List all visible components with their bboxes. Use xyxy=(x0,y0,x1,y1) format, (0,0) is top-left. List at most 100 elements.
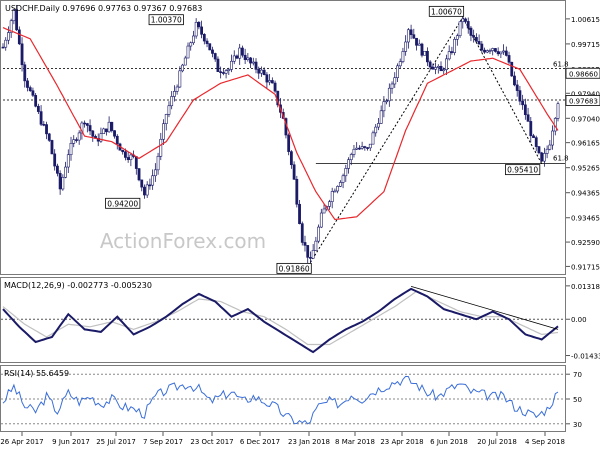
candle-body xyxy=(265,74,269,83)
fib-label: 61.8 xyxy=(553,155,569,163)
x-tick-label: 23 Apr 2018 xyxy=(380,438,423,446)
candle-body xyxy=(238,47,242,59)
candle-body xyxy=(502,50,505,53)
candle-body xyxy=(551,130,554,146)
candle-body xyxy=(504,50,508,56)
candle-body xyxy=(254,61,258,70)
candle-body xyxy=(148,184,152,187)
candle-body xyxy=(69,143,73,156)
rsi-axis-ticks: 70 50 30 xyxy=(1,371,582,429)
candle-body xyxy=(385,100,389,103)
candle-body xyxy=(431,66,435,70)
y-tick-label: 0.94365 xyxy=(571,190,600,198)
candle-body xyxy=(409,29,413,35)
candle-body xyxy=(205,40,209,44)
candle-body xyxy=(235,55,239,59)
candle-body xyxy=(45,124,48,135)
candle-body xyxy=(1,46,5,49)
x-tick-label: 9 Jun 2017 xyxy=(52,438,90,446)
candle-body xyxy=(26,80,29,88)
trendline-up xyxy=(310,17,464,263)
candle-body xyxy=(34,95,38,107)
macd-title: MACD(12,26,9) -0.002773 -0.005230 xyxy=(4,281,152,290)
candle-body xyxy=(216,58,220,72)
candle-body xyxy=(314,240,318,251)
candle-body xyxy=(349,154,353,161)
candle-body xyxy=(556,103,560,119)
candle-body xyxy=(532,135,535,138)
candle-body xyxy=(39,111,43,125)
candle-body xyxy=(36,105,40,112)
candle-body xyxy=(186,45,190,59)
candle-body xyxy=(159,138,163,157)
candle-body xyxy=(31,90,35,96)
candle-body xyxy=(202,34,206,42)
y-tick-label: 0.97940 xyxy=(571,90,600,98)
candle-body xyxy=(455,35,459,40)
candle-body xyxy=(42,124,46,126)
swing-label-low-3: 0.95410 xyxy=(507,166,538,175)
candle-body xyxy=(420,43,424,56)
candle-body xyxy=(172,91,176,97)
macd-tick-label: 0.013184 xyxy=(571,283,600,291)
candle-body xyxy=(121,149,125,153)
candle-body xyxy=(485,50,489,53)
candle-body xyxy=(113,130,116,137)
candle-body xyxy=(175,86,179,92)
candle-body xyxy=(83,122,87,125)
candle-body xyxy=(344,168,348,177)
x-axis: 26 Apr 2017 9 Jun 2017 25 Jul 2017 7 Sep 20… xyxy=(0,432,565,446)
candle-body xyxy=(469,27,473,36)
candle-body xyxy=(442,69,446,72)
x-tick-label: 6 Dec 2017 xyxy=(240,438,280,446)
candle-body xyxy=(423,50,427,56)
candle-body xyxy=(251,61,255,64)
candle-body xyxy=(317,226,320,242)
candle-body xyxy=(537,146,541,154)
candle-body xyxy=(458,21,462,37)
candle-body xyxy=(390,83,394,89)
candle-body xyxy=(382,101,386,112)
candle-body xyxy=(23,64,27,82)
candle-body xyxy=(333,190,337,193)
candle-body xyxy=(355,147,359,150)
candle-body xyxy=(110,121,114,131)
candle-body xyxy=(360,146,364,149)
price-chart-title: USDCHF.Daily 0.97696 0.97763 0.97367 0.9… xyxy=(5,4,202,13)
candle-body xyxy=(415,37,418,46)
x-tick-label: 20 Jul 2018 xyxy=(477,438,517,446)
candle-body xyxy=(474,37,478,42)
price-panel-frame xyxy=(0,0,566,275)
y-tick-label: 0.91715 xyxy=(571,263,600,271)
candle-body xyxy=(472,35,476,38)
y-tick-label: 0.97040 xyxy=(571,115,600,123)
candle-body xyxy=(436,66,440,68)
candle-body xyxy=(241,47,244,56)
candle-body xyxy=(523,104,527,116)
candle-body xyxy=(330,191,334,202)
candle-body xyxy=(197,21,201,28)
macd-axis-ticks: 0.013184 0.00 -0.014339 xyxy=(1,283,600,361)
fib-label: 61.8 xyxy=(553,61,569,69)
candle-body xyxy=(162,123,165,140)
candle-body xyxy=(494,48,497,52)
candle-body xyxy=(126,157,130,160)
candle-body xyxy=(221,72,225,74)
x-tick-label: 8 Mar 2018 xyxy=(335,438,375,446)
candle-body xyxy=(192,35,195,44)
candle-body xyxy=(200,26,204,35)
candle-body xyxy=(412,34,416,39)
swing-label-high-1: 1.00370 xyxy=(151,16,182,25)
candle-body xyxy=(322,208,326,214)
swing-label-low-3-box xyxy=(505,164,541,176)
candle-body xyxy=(398,61,402,67)
rsi-tick-label: 50 xyxy=(573,396,582,404)
candle-body xyxy=(167,105,171,115)
candle-body xyxy=(521,100,525,106)
candle-body xyxy=(243,54,247,60)
candle-body xyxy=(529,121,533,137)
x-tick-label: 7 Sep 2017 xyxy=(143,438,183,446)
candle-body xyxy=(262,69,266,75)
candle-body xyxy=(61,177,65,190)
